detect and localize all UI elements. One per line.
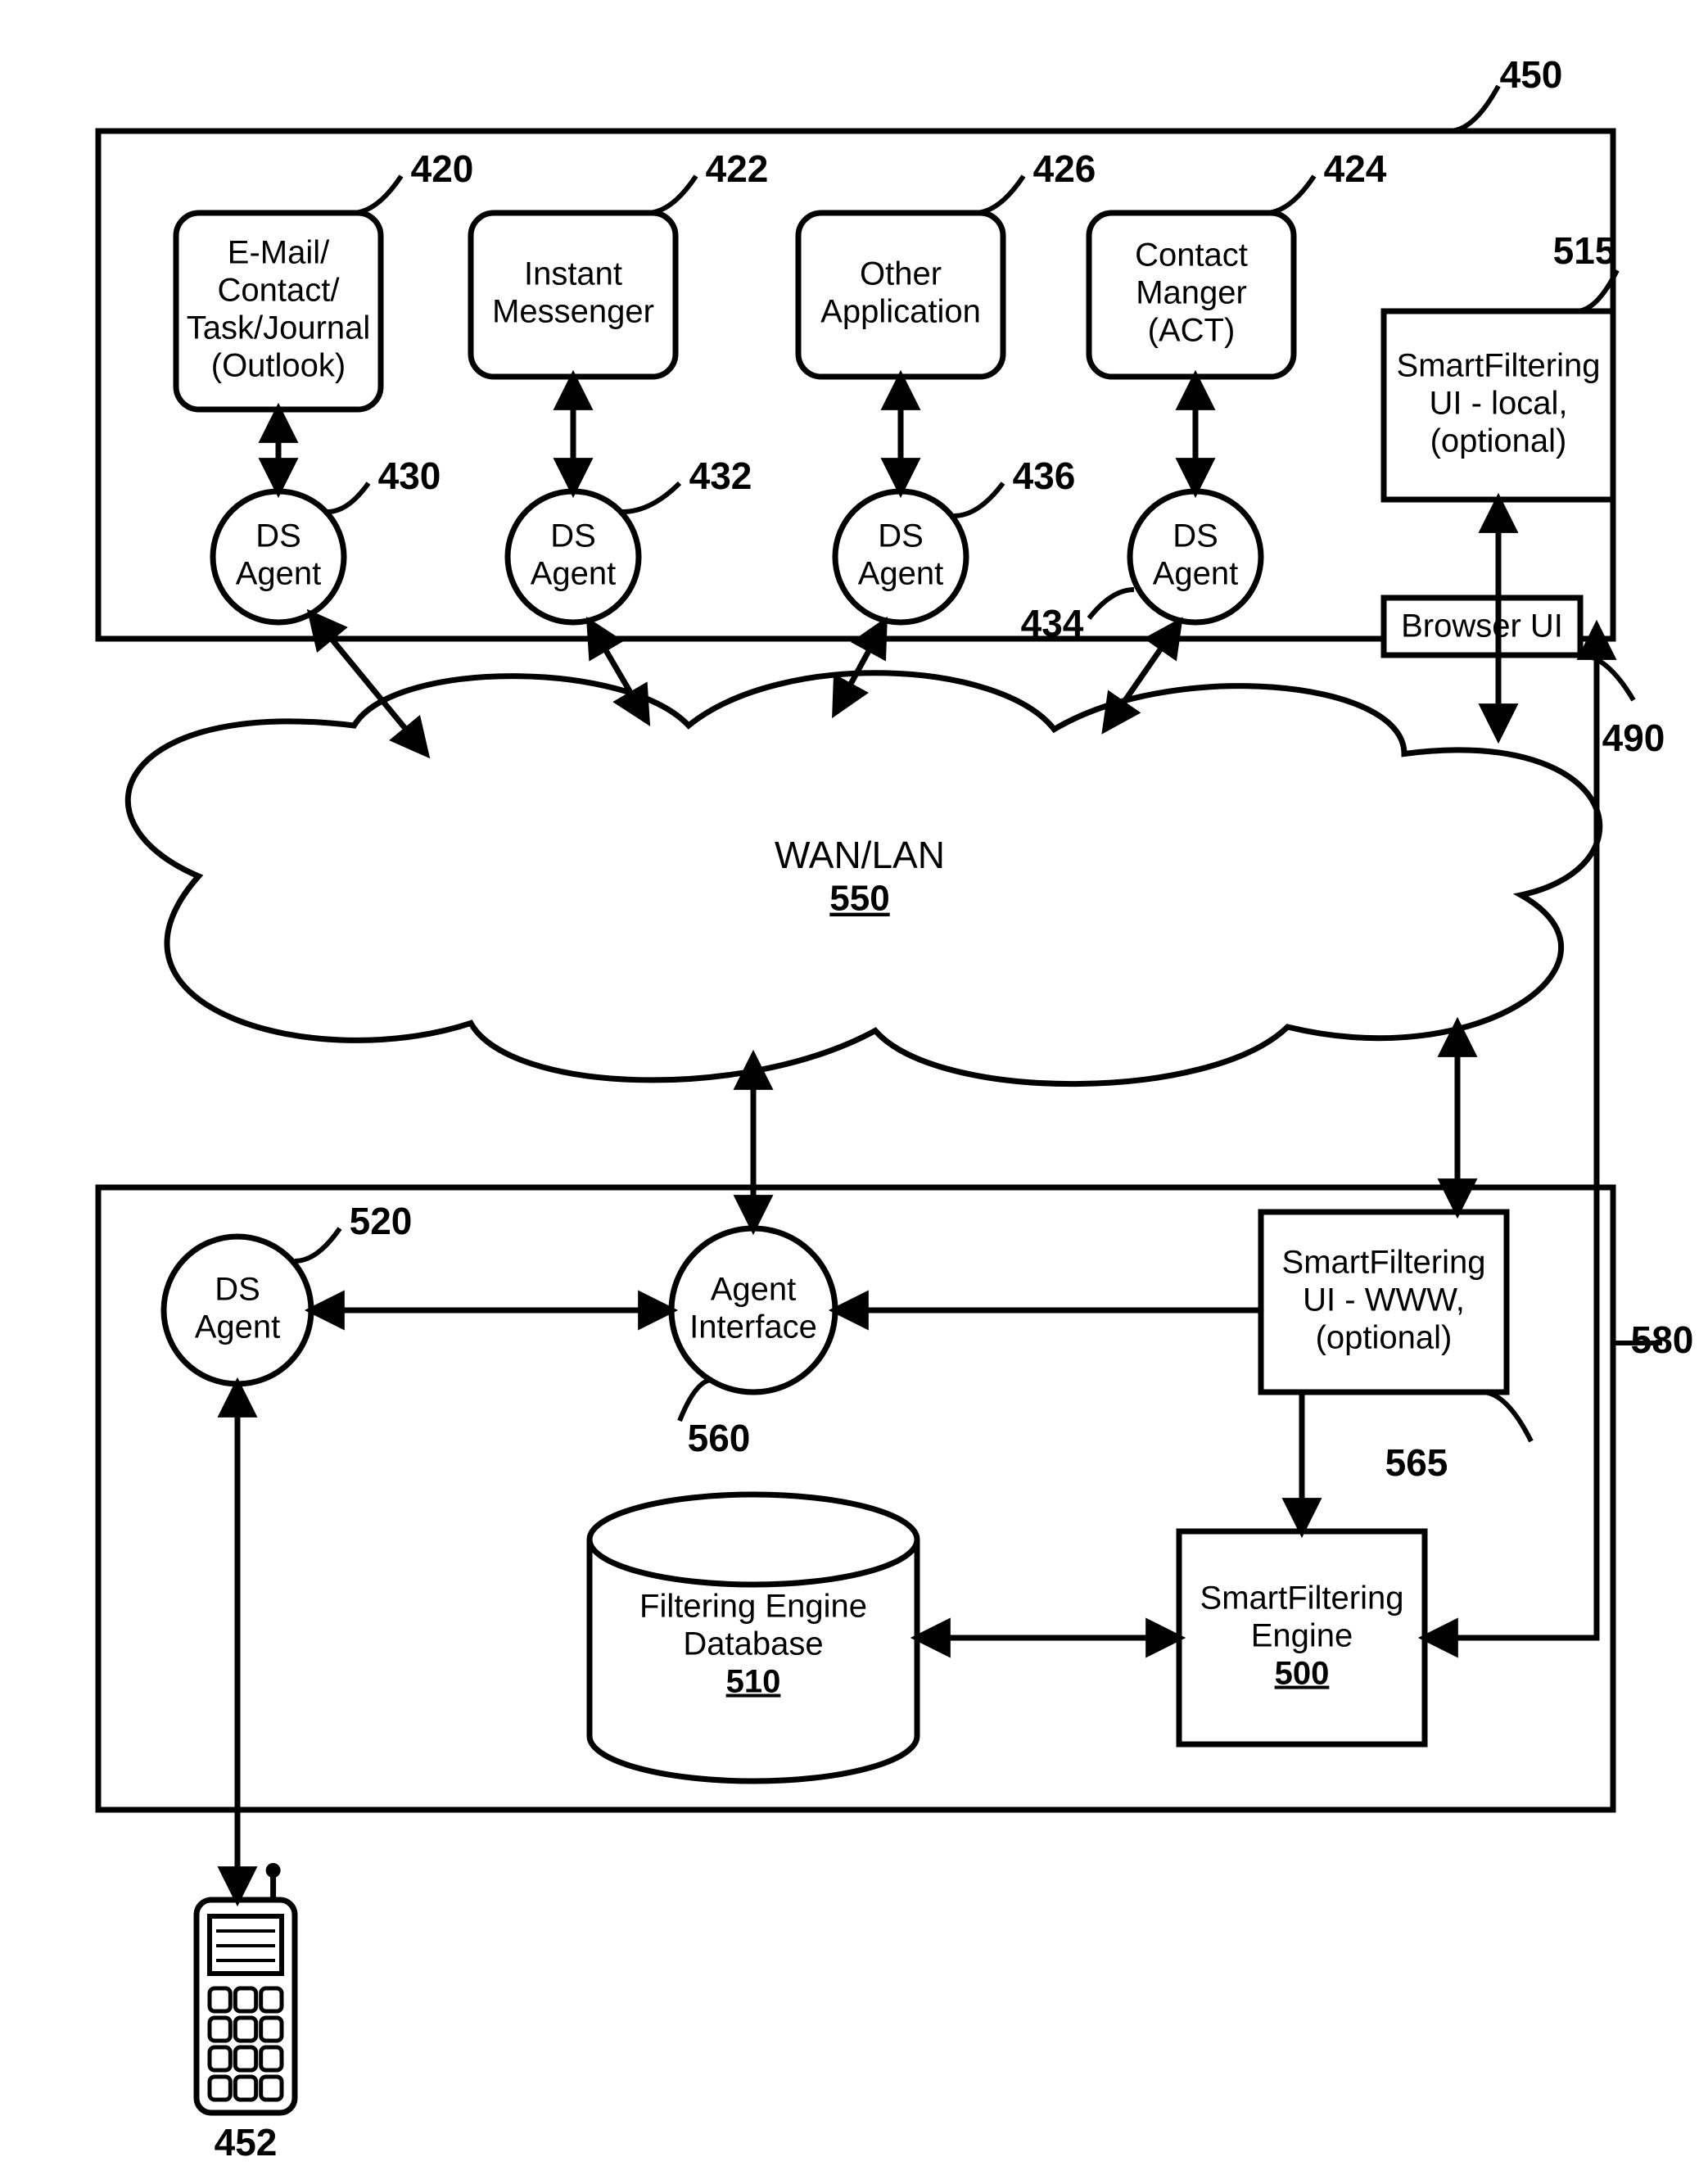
ds-agent-436-label: DS: [878, 518, 924, 554]
smartfilter-ui-local-label: (optional): [1430, 423, 1567, 459]
app-outlook-label: E-Mail/: [228, 235, 330, 271]
app-outlook-label: Task/Journal: [187, 310, 371, 346]
app-contact-label: (ACT): [1148, 313, 1236, 349]
app-im-label: Instant: [524, 256, 622, 292]
ref-lead-420: [352, 176, 401, 213]
ds-agent-434-label: DS: [1173, 518, 1218, 554]
agent-interface-label: Agent: [711, 1272, 797, 1308]
ref-565: 565: [1385, 1441, 1448, 1484]
ref-420: 420: [411, 147, 474, 190]
cloud-label: WAN/LAN: [775, 834, 945, 876]
ref-lead-565: [1482, 1392, 1531, 1441]
browser-ui-label: Browser UI: [1401, 608, 1563, 644]
smartfilter-engine-label: Engine: [1251, 1618, 1353, 1654]
phone-icon: [197, 1863, 295, 2113]
filter-db-label: Database: [683, 1626, 823, 1662]
ref-490: 490: [1602, 717, 1665, 759]
cloud-ref: 550: [829, 879, 889, 919]
ref-436: 436: [1013, 454, 1076, 497]
ds-agent-432-label: Agent: [531, 556, 617, 592]
app-outlook-label: (Outlook): [211, 348, 346, 384]
ref-lead-436: [954, 483, 1003, 516]
ds-agent-436-label: Agent: [858, 556, 944, 592]
smartfilter-ui-local-label: UI - local,: [1430, 386, 1568, 422]
agent-interface-label: Interface: [689, 1309, 817, 1345]
ref-424: 424: [1324, 147, 1387, 190]
filter-db-top: [590, 1494, 917, 1585]
ref-lead-450: [1449, 86, 1498, 131]
server-ds-agent-label: DS: [215, 1272, 260, 1308]
ref-430: 430: [378, 454, 441, 497]
ref-lead-520: [295, 1228, 340, 1261]
ref-lead-422: [647, 176, 696, 213]
phone-ref: 452: [215, 2121, 278, 2164]
smartfilter-ui-www-label: UI - WWW,: [1303, 1282, 1465, 1318]
ref-lead-426: [974, 176, 1023, 213]
ref-560: 560: [688, 1417, 751, 1459]
app-contact-label: Manger: [1136, 275, 1247, 311]
ds-agent-432-label: DS: [550, 518, 596, 554]
app-outlook-label: Contact/: [218, 273, 341, 309]
ref-lead-432: [622, 483, 680, 512]
smartfilter-ui-www-label: SmartFiltering: [1282, 1245, 1486, 1281]
smartfilter-ui-local-label: SmartFiltering: [1397, 348, 1601, 384]
app-other-label: Application: [820, 294, 981, 330]
ref-lead-430: [328, 483, 368, 512]
filter-db-label: 510: [726, 1664, 781, 1700]
ref-434: 434: [1021, 602, 1084, 644]
filter-db-label: Filtering Engine: [639, 1589, 867, 1625]
ref-422: 422: [706, 147, 769, 190]
ref-432: 432: [689, 454, 752, 497]
ref-lead-560: [680, 1380, 712, 1421]
app-other-label: Other: [860, 256, 942, 292]
smartfilter-ui-www-label: (optional): [1316, 1320, 1453, 1356]
ref-450: 450: [1500, 53, 1563, 96]
ref-lead-424: [1265, 176, 1314, 213]
app-contact-label: Contact: [1135, 237, 1248, 274]
ref-580: 580: [1631, 1318, 1694, 1361]
smartfilter-engine-label: 500: [1275, 1656, 1330, 1692]
ref-515: 515: [1553, 229, 1616, 272]
ds-agent-434-label: Agent: [1153, 556, 1239, 592]
ref-lead-490: [1580, 655, 1633, 700]
ref-520: 520: [350, 1200, 413, 1242]
ds-agent-430-label: Agent: [236, 556, 322, 592]
smartfilter-engine-label: SmartFiltering: [1200, 1580, 1404, 1617]
app-im-label: Messenger: [492, 294, 654, 330]
ref-lead-434: [1089, 590, 1134, 618]
server-ds-agent-label: Agent: [195, 1309, 281, 1345]
ref-426: 426: [1033, 147, 1096, 190]
ds-agent-430-label: DS: [255, 518, 301, 554]
